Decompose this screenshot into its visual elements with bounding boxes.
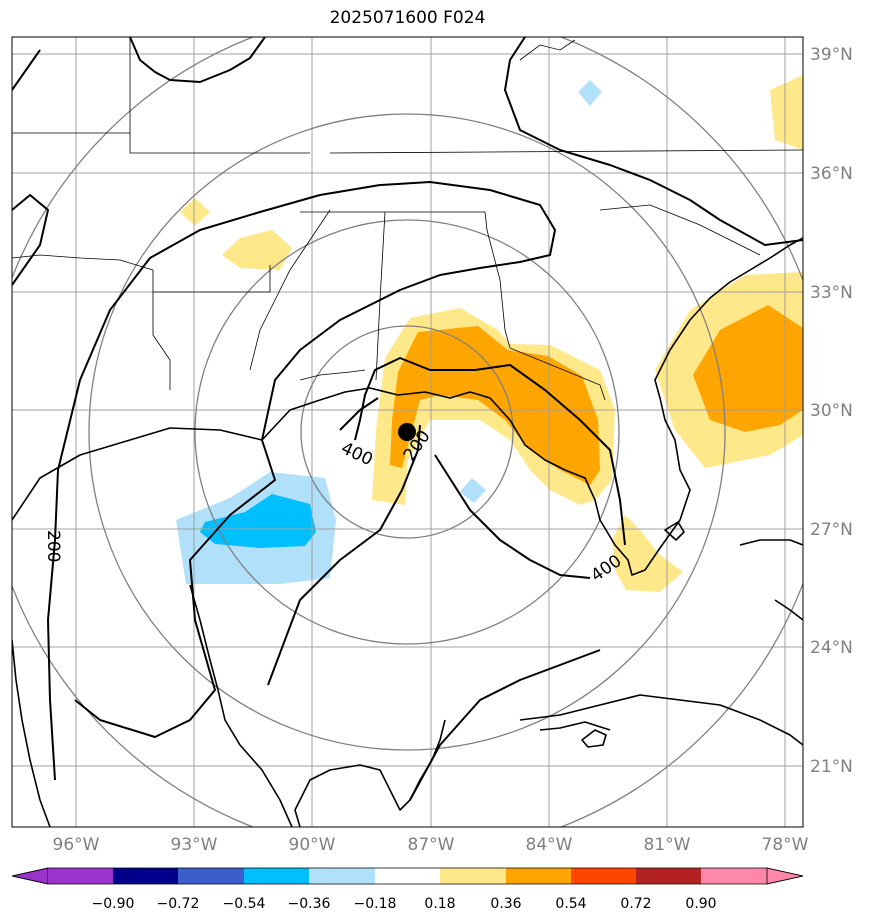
- colorbar-ticks: −0.90 −0.72 −0.54 −0.36 −0.18 0.18 0.36 …: [92, 896, 717, 912]
- map-title: 2025071600 F024: [329, 8, 486, 28]
- colorbar-tick-1: −0.90: [92, 896, 135, 912]
- lat-label-39n: 39°N: [810, 45, 853, 65]
- latitude-labels: 39°N 36°N 33°N 30°N 27°N 24°N 21°N: [810, 45, 853, 777]
- lon-label-78w: 78°W: [762, 835, 809, 855]
- contour-200-gulf: [267, 424, 421, 686]
- colorbar-tick-2: −0.72: [157, 896, 200, 912]
- lon-label-90w: 90°W: [289, 835, 336, 855]
- lat-label-36n: 36°N: [810, 164, 853, 184]
- contour-200-northeast: [504, 37, 803, 246]
- positive-anomaly-arkansas: [222, 230, 292, 270]
- contour-bottom: [409, 649, 601, 801]
- lon-label-87w: 87°W: [408, 835, 455, 855]
- lon-label-81w: 81°W: [644, 835, 691, 855]
- negative-anomaly-small-gulf: [460, 478, 486, 503]
- positive-anomaly-central-orange: [390, 326, 600, 485]
- colorbar-swatch-1: [48, 868, 113, 884]
- lat-label-24n: 24°N: [810, 638, 853, 658]
- colorbar-tick-5: −0.18: [354, 896, 397, 912]
- map-plot-area: 200 400 200 400: [12, 37, 803, 827]
- lat-label-21n: 21°N: [810, 757, 853, 777]
- contour-200-east: [434, 454, 591, 579]
- colorbar-tick-4: −0.36: [288, 896, 331, 912]
- lon-label-93w: 93°W: [171, 835, 218, 855]
- colorbar-swatch-8: [506, 868, 571, 884]
- negative-anomaly-medium: [200, 494, 316, 548]
- lat-label-30n: 30°N: [810, 401, 853, 421]
- longitude-labels: 96°W 93°W 90°W 87°W 84°W 81°W 78°W: [53, 835, 809, 855]
- range-rings: [12, 37, 803, 827]
- colorbar-tick-10: 0.90: [685, 896, 716, 912]
- colorbar: [11, 867, 804, 885]
- contour-200-southwest: [12, 194, 49, 286]
- height-contours: [12, 37, 803, 801]
- colorbar-swatch-10: [636, 868, 701, 884]
- colorbar-tick-3: −0.54: [223, 896, 266, 912]
- colorbar-swatch-2: [113, 868, 178, 884]
- contour-200-west: [12, 49, 41, 91]
- positive-anomaly-northeast: [770, 75, 803, 150]
- positive-anomaly-east-orange: [693, 305, 803, 432]
- colorbar-tick-7: 0.36: [490, 896, 521, 912]
- contour-400-inner: [354, 357, 626, 546]
- colorbar-outline: [11, 867, 804, 885]
- storm-center-marker: [398, 423, 416, 441]
- shaded-field: [176, 75, 803, 592]
- colorbar-tick-8: 0.54: [555, 896, 586, 912]
- lon-label-96w: 96°W: [53, 835, 100, 855]
- graticule: [12, 37, 803, 827]
- map-frame: [11, 36, 804, 828]
- colorbar-tick-6: 0.18: [424, 896, 455, 912]
- colorbar-swatch-3: [178, 868, 244, 884]
- colorbar-extend-low: [11, 867, 49, 885]
- contour-label-200-west: 200: [43, 530, 63, 562]
- colorbar-extend-high: [766, 867, 804, 885]
- contour-200-north: [129, 37, 266, 83]
- positive-anomaly-florida: [612, 515, 683, 592]
- colorbar-swatch-4: [244, 868, 309, 884]
- colorbar-swatch-11: [701, 868, 767, 884]
- colorbar-swatch-7: [440, 868, 506, 884]
- lon-label-84w: 84°W: [526, 835, 573, 855]
- colorbar-swatch-6: [375, 868, 440, 884]
- coastlines: [12, 237, 803, 827]
- contour-200-outer: [47, 181, 556, 781]
- contour-400-short: [339, 397, 379, 431]
- colorbar-swatch-9: [571, 868, 636, 884]
- lat-label-27n: 27°N: [810, 520, 853, 540]
- colorbar-tick-9: 0.72: [620, 896, 651, 912]
- lat-label-33n: 33°N: [810, 283, 853, 303]
- colorbar-swatch-5: [309, 868, 375, 884]
- negative-anomaly-small-north: [578, 80, 602, 106]
- positive-anomaly-oklahoma: [180, 198, 210, 226]
